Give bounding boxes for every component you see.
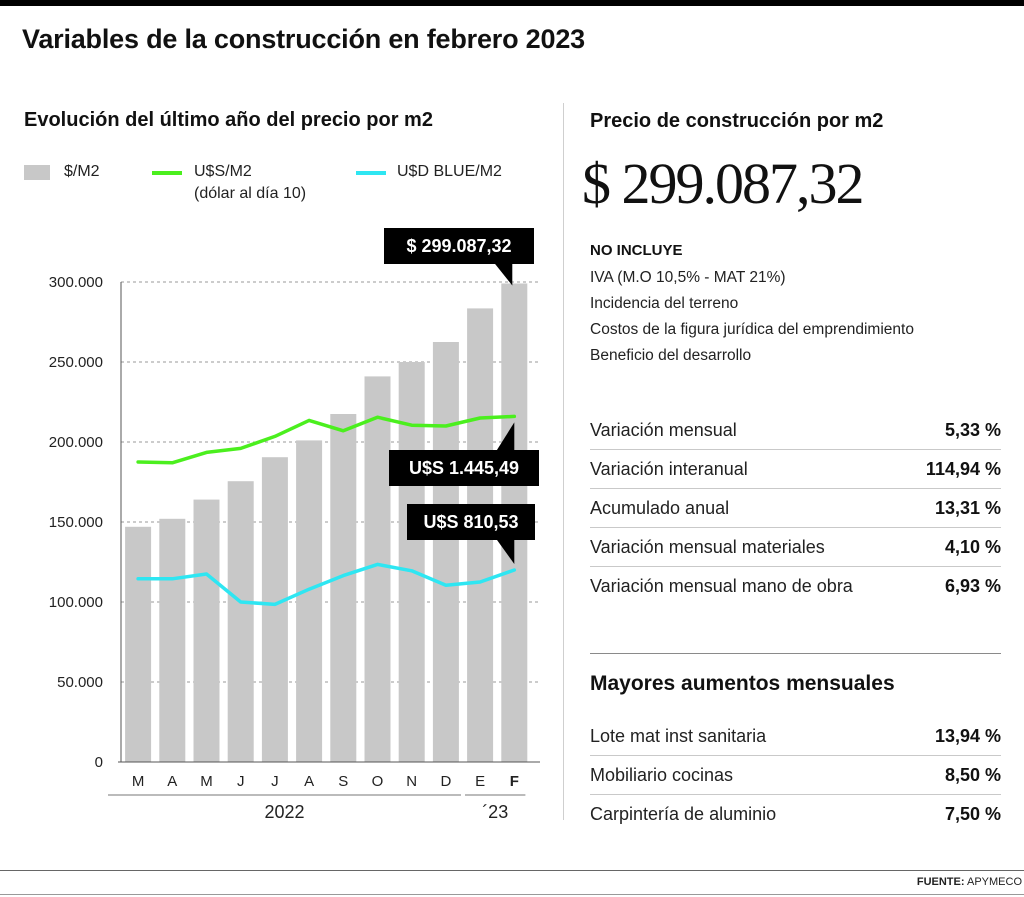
- bar: [330, 414, 357, 762]
- bottom-rule: [0, 870, 1024, 871]
- callout-pesos-text: $ 299.087,32: [406, 236, 511, 256]
- x-tick-label: M: [200, 773, 213, 790]
- year-label: 2022: [264, 802, 304, 822]
- callout-usd-box: [389, 450, 539, 486]
- callout-usd: U$S 1.445,49: [389, 422, 539, 486]
- excludes-item: Beneficio del desarrollo: [590, 347, 752, 364]
- x-tick-label: M: [132, 773, 145, 790]
- x-tick-label: A: [167, 773, 177, 790]
- x-tick-label: O: [372, 773, 384, 790]
- bottom-rule-2: [0, 894, 1024, 895]
- increase-row: Carpintería de aluminio 7,50 %: [590, 794, 1001, 833]
- big-price: $ 299.087,32: [582, 151, 864, 216]
- section-separator: [590, 653, 1001, 654]
- callout-blue-box: [407, 504, 535, 540]
- y-tick-label: 250.000: [49, 354, 103, 371]
- legend-swatch-pesos: [24, 165, 50, 180]
- stat-row: Variación mensual materiales 4,10 %: [590, 527, 1001, 566]
- bar: [261, 457, 288, 762]
- top-rule: [0, 0, 1024, 6]
- callout-usd-text: U$S 1.445,49: [409, 458, 519, 478]
- legend-swatch-usd: [152, 171, 182, 175]
- x-tick-label: F: [510, 773, 519, 790]
- y-tick-label: 150.000: [49, 514, 103, 531]
- legend-label-pesos: $/M2: [64, 163, 100, 180]
- bar: [364, 376, 391, 762]
- price-chart: 300.000 250.000 200.000 150.000 100.000 50.00…: [49, 228, 540, 822]
- stat-label: Variación mensual materiales: [590, 536, 825, 557]
- bar: [227, 481, 254, 762]
- bar: [296, 440, 323, 762]
- y-tick-label: 100.000: [49, 594, 103, 611]
- increase-row: Lote mat inst sanitaria 13,94 %: [590, 717, 1001, 755]
- legend-usd-note: (dólar al día 10): [194, 185, 307, 202]
- callout-blue-text: U$S 810,53: [423, 512, 518, 532]
- bar: [432, 342, 459, 762]
- bar: [125, 526, 152, 762]
- callout-blue: U$S 810,53: [407, 504, 535, 564]
- top-increases-table: Lote mat inst sanitaria 13,94 % Mobiliar…: [590, 717, 1001, 833]
- excludes-title: NO INCLUYE: [590, 242, 683, 259]
- legend-label-usd: U$S/M2 (dólar al día 10): [194, 163, 306, 203]
- excludes-item: IVA (M.O 10,5% - MAT 21%): [590, 269, 786, 286]
- price-section-title: Precio de construcción por m2: [590, 110, 884, 132]
- increase-value: 13,94 %: [934, 725, 1001, 746]
- legend-swatch-blue: [356, 171, 386, 175]
- x-tick-label: A: [304, 773, 314, 790]
- y-tick-label: 0: [95, 754, 103, 771]
- callout-blue-pointer: [496, 539, 515, 564]
- excludes-list: IVA (M.O 10,5% - MAT 21%) Incidencia del…: [590, 265, 914, 369]
- increase-label: Mobiliario cocinas: [590, 764, 734, 785]
- increase-row: Mobiliario cocinas 8,50 %: [590, 755, 1001, 794]
- source-label: FUENTE:: [916, 876, 965, 888]
- stat-value: 4,10 %: [944, 536, 1001, 557]
- blue-line: [136, 562, 517, 607]
- x-tick-label: J: [271, 773, 279, 790]
- stat-row: Variación mensual mano de obra 6,93 %: [590, 566, 1001, 605]
- stat-value: 13,31 %: [934, 497, 1001, 518]
- excludes-item: Costos de la figura jurídica del emprend…: [590, 321, 914, 338]
- stat-value: 6,93 %: [944, 575, 1001, 596]
- top-increases-title: Mayores aumentos mensuales: [590, 672, 895, 695]
- column-divider: [563, 103, 564, 820]
- increase-label: Lote mat inst sanitaria: [590, 725, 767, 746]
- increase-label: Carpintería de aluminio: [590, 803, 777, 824]
- x-tick-label: E: [475, 773, 485, 790]
- callout-pesos-box: [384, 228, 534, 264]
- y-tick-label: 50.000: [57, 674, 103, 691]
- bar: [159, 518, 186, 762]
- stat-label: Acumulado anual: [590, 497, 730, 518]
- source-name: APYMECO: [966, 876, 1022, 888]
- legend-label-blue: U$D BLUE/M2: [397, 163, 502, 180]
- bar: [398, 362, 425, 762]
- callout-usd-pointer: [496, 422, 515, 451]
- x-tick-label: D: [440, 773, 451, 790]
- stat-row: Variación interanual 114,94 %: [590, 449, 1001, 488]
- y-tick-label: 300.000: [49, 274, 103, 291]
- year-label: ´23: [482, 802, 508, 822]
- excludes-item: Incidencia del terreno: [590, 295, 739, 312]
- stat-label: Variación interanual: [590, 458, 748, 479]
- stat-row: Acumulado anual 13,31 %: [590, 488, 1001, 527]
- increase-value: 8,50 %: [944, 764, 1001, 785]
- y-tick-label: 200.000: [49, 434, 103, 451]
- callout-pesos: $ 299.087,32: [384, 228, 534, 286]
- page-title: Variables de la construcción en febrero …: [22, 24, 585, 54]
- legend-usd-name: U$S/M2: [194, 163, 252, 180]
- stats-table: Variación mensual 5,33 % Variación inter…: [590, 411, 1001, 605]
- source-credit: FUENTE: APYMECO: [917, 876, 1022, 888]
- bar: [193, 499, 220, 762]
- callout-pesos-pointer: [494, 263, 513, 286]
- x-tick-label: J: [237, 773, 245, 790]
- x-tick-label: S: [338, 773, 348, 790]
- chart-subtitle: Evolución del último año del precio por …: [24, 109, 433, 131]
- stat-value: 5,33 %: [944, 419, 1001, 440]
- stat-row: Variación mensual 5,33 %: [590, 411, 1001, 449]
- increase-value: 7,50 %: [944, 803, 1001, 824]
- stat-value: 114,94 %: [925, 458, 1001, 479]
- stat-label: Variación mensual mano de obra: [590, 575, 853, 596]
- stat-label: Variación mensual: [590, 419, 737, 440]
- usd-line: [136, 414, 517, 465]
- x-tick-label: N: [406, 773, 417, 790]
